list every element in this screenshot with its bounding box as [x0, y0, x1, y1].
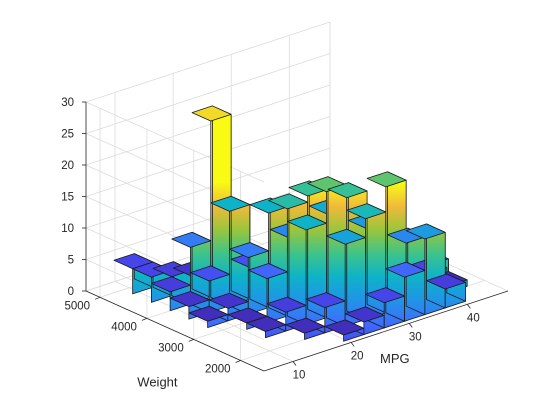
grid-line	[85, 101, 265, 183]
label-layer: 10 20 30 40 2000 3000 4000 5000 0 5 10 15 20 25 30 MPG W…	[61, 97, 480, 390]
bar-top-face	[188, 305, 229, 322]
bar-top-face	[208, 292, 249, 309]
bar-top-face	[150, 276, 191, 293]
bar-top-face	[229, 242, 270, 258]
bar-top-face	[288, 180, 329, 197]
bar-top-face	[327, 182, 368, 199]
bar-top-face	[247, 263, 288, 279]
x-tick-mark	[292, 361, 297, 366]
y-tick-mark	[94, 296, 101, 300]
bar-top-face	[246, 315, 287, 332]
axis-layer	[82, 101, 509, 372]
bar-side-face	[288, 193, 309, 310]
histogram-bar	[426, 273, 466, 309]
z-tick-label: 25	[61, 129, 74, 141]
x-tick-label: 20	[351, 350, 364, 362]
y-tick-mark	[188, 339, 194, 342]
bar-top-face	[326, 228, 366, 245]
histogram-bar	[324, 319, 365, 342]
bar-top-face	[426, 273, 466, 290]
x-tick-mark	[350, 342, 355, 347]
y-axis-title: Weight	[137, 375, 178, 390]
z-tick-label: 0	[68, 286, 74, 298]
x-tick-mark	[408, 323, 413, 328]
y-tick-label: 3000	[158, 342, 184, 354]
bar-top-face	[405, 223, 446, 240]
bar-top-face	[210, 195, 251, 212]
x-tick-label: 40	[467, 312, 480, 324]
x-tick-label: 10	[293, 369, 306, 381]
y-tick-label: 5000	[64, 300, 90, 312]
bar-top-face	[286, 214, 327, 231]
bar-top-face	[171, 231, 212, 248]
y-axis-line	[85, 290, 265, 372]
histogram-bar	[365, 287, 405, 329]
histogram-bar	[285, 317, 326, 340]
grid-line	[85, 84, 331, 166]
y-tick-label: 2000	[205, 363, 231, 375]
bar-top-face	[305, 292, 346, 309]
z-tick-label: 5	[68, 255, 74, 267]
bar-top-face	[249, 197, 290, 214]
z-tick-label: 20	[61, 160, 74, 172]
bar-top-face	[190, 265, 230, 282]
x-tick-mark	[467, 304, 471, 309]
bar-top-face	[385, 261, 426, 278]
bar-top-face	[191, 105, 232, 122]
z-tick-label: 10	[61, 223, 74, 235]
bar-top-face	[365, 287, 405, 304]
bar-top-face	[346, 203, 387, 220]
bar-top-face	[366, 171, 407, 188]
bar-top-face	[324, 319, 365, 336]
bar-top-face	[266, 296, 307, 313]
bar-layer	[113, 105, 468, 342]
bar-top-face	[268, 193, 309, 210]
histogram-bar	[246, 315, 287, 339]
y-tick-mark	[141, 317, 148, 321]
grid-line	[114, 281, 294, 362]
y-tick-label: 4000	[111, 321, 137, 333]
bar-top-face	[285, 317, 326, 334]
grid-line	[85, 21, 331, 103]
x-tick-label: 30	[409, 331, 422, 343]
bar-top-face	[169, 291, 210, 307]
bar-top-face	[344, 306, 385, 323]
z-tick-label: 30	[61, 97, 74, 109]
y-tick-mark	[235, 360, 241, 363]
grid-line	[85, 53, 331, 134]
bar-top-face	[387, 227, 427, 244]
z-tick-label: 15	[61, 192, 74, 204]
histogram-bar	[171, 231, 212, 305]
x-axis-title: MPG	[380, 351, 410, 366]
